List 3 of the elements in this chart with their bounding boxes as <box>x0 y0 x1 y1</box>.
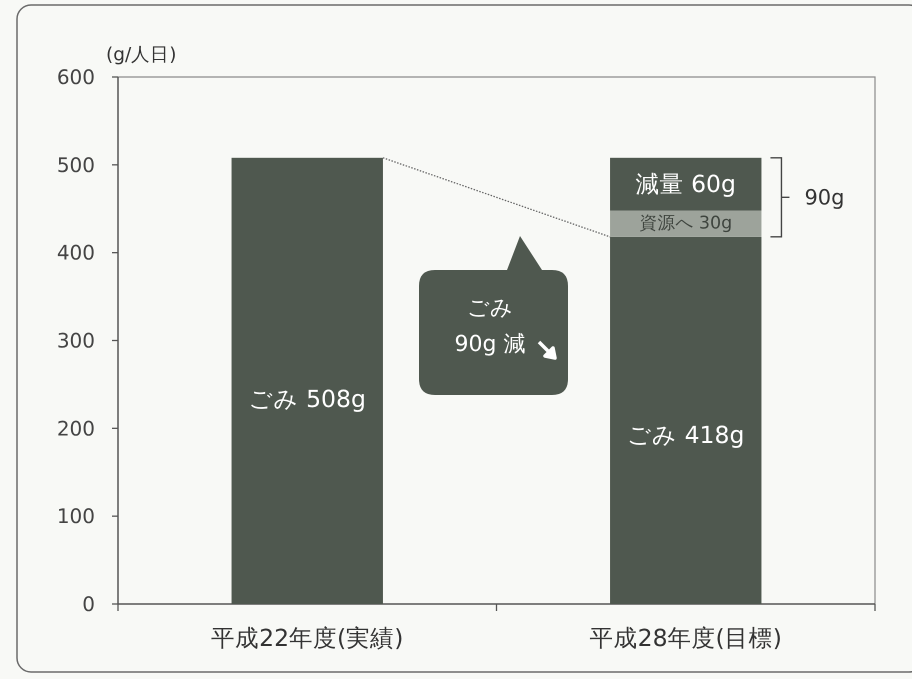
ylabel: (g/人日) <box>106 44 176 66</box>
annotation: 90g <box>804 185 845 210</box>
annotation: ごみ 90g 減 <box>454 296 526 356</box>
